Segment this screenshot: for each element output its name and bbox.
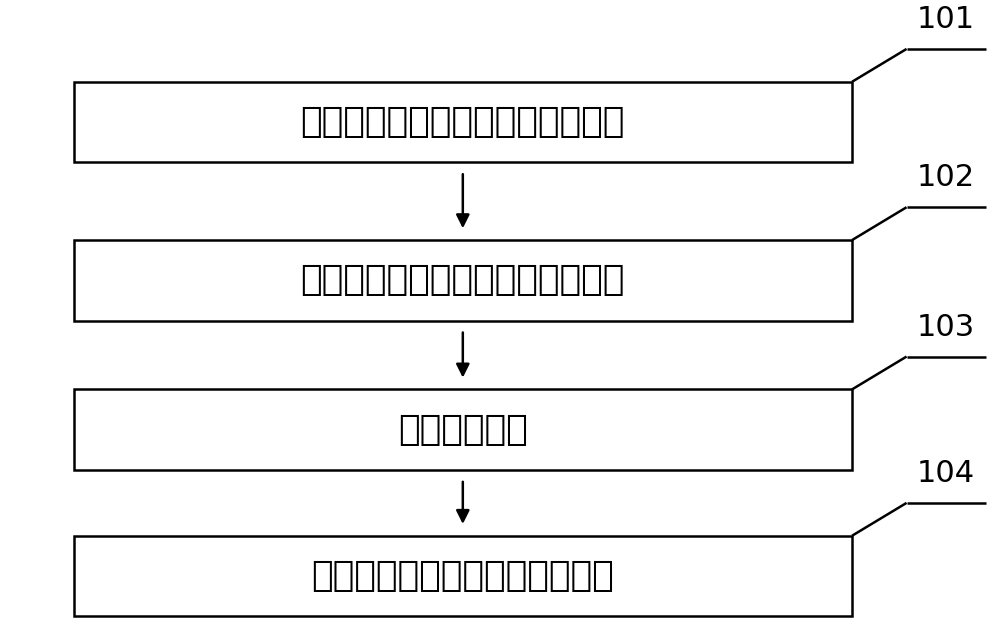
Bar (74, 389, 852, 470)
Text: 计算所有端口到端口的寄生电阔: 计算所有端口到端口的寄生电阔 (311, 559, 614, 593)
Text: 进行图形匹配: 进行图形匹配 (398, 413, 528, 447)
Bar (74, 240, 852, 321)
Bar (74, 536, 852, 616)
Text: 103: 103 (917, 312, 975, 341)
Bar (74, 82, 852, 162)
Text: 102: 102 (917, 163, 975, 192)
Text: 104: 104 (917, 459, 975, 488)
Text: 101: 101 (917, 5, 975, 34)
Text: 将简单子图形数据存入数据结构中: 将简单子图形数据存入数据结构中 (301, 263, 625, 297)
Text: 将复杂图形切分为多个简单子图形: 将复杂图形切分为多个简单子图形 (301, 105, 625, 139)
